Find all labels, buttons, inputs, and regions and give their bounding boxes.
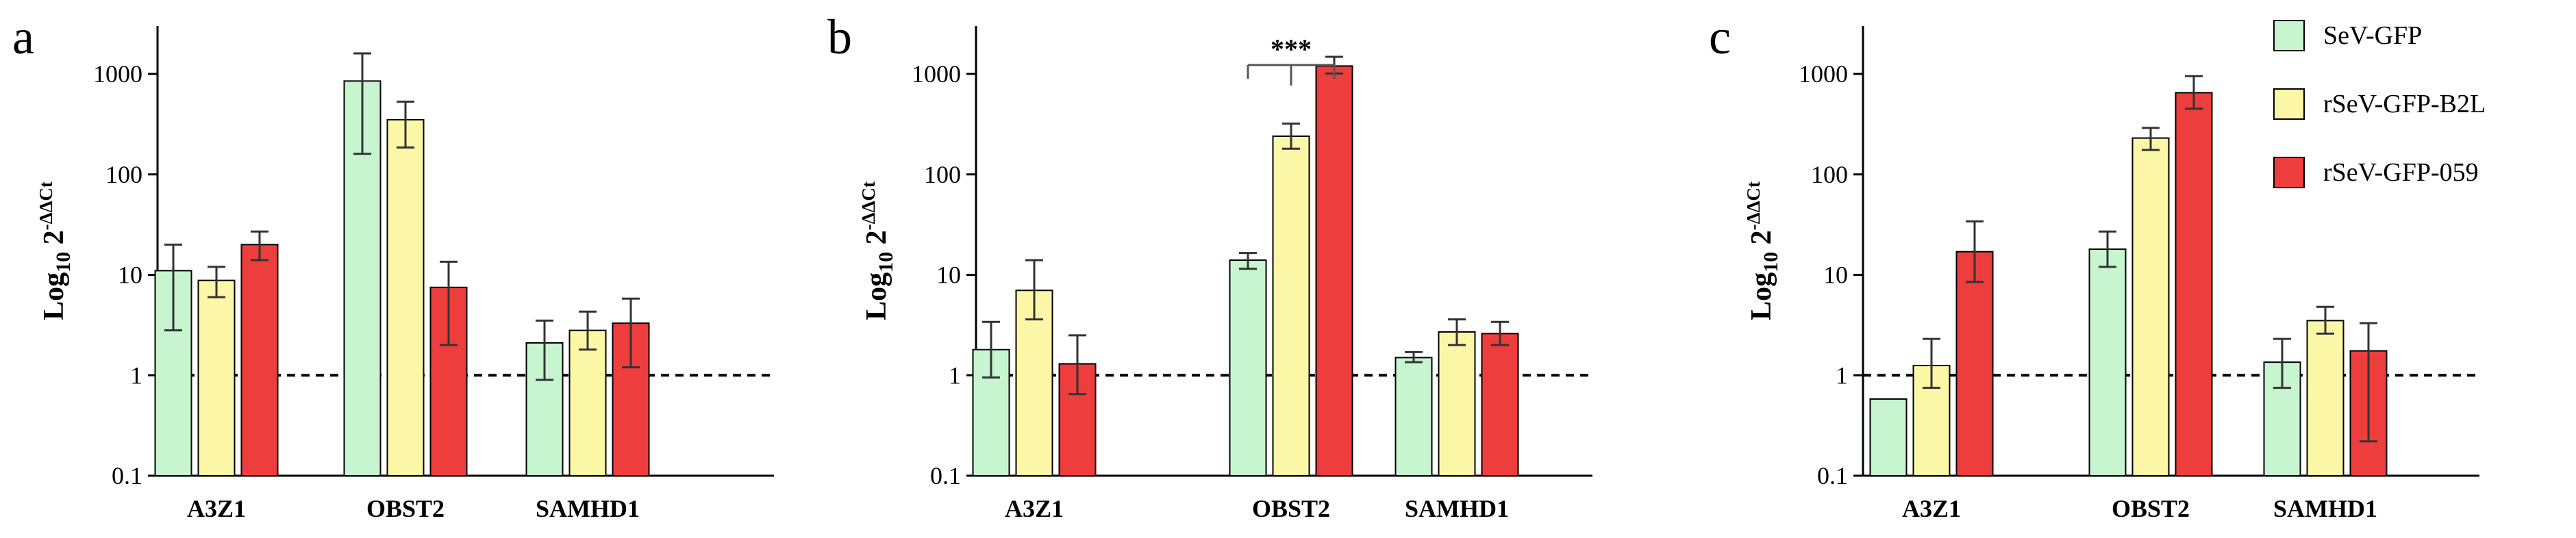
bar — [1395, 357, 1433, 476]
y-axis-label-sup: -ΔΔCt — [36, 181, 56, 230]
category-label: OBST2 — [1252, 495, 1330, 522]
y-tick-label: 0.1 — [1817, 462, 1848, 489]
y-axis-label-base: 2 — [861, 230, 892, 252]
y-axis-label-main: Log — [861, 272, 892, 320]
bar — [2306, 320, 2344, 476]
y-tick-label: 1 — [949, 361, 961, 389]
category-label: SAMHD1 — [536, 495, 640, 522]
significance-label: *** — [1271, 34, 1312, 64]
bar — [1015, 290, 1053, 476]
bar — [1272, 135, 1310, 476]
legend-label: SeV-GFP — [2323, 21, 2422, 50]
legend-label: rSeV-GFP-B2L — [2323, 90, 2486, 118]
y-tick-label: 10 — [936, 261, 961, 289]
y-tick-label: 0.1 — [112, 462, 142, 489]
legend-swatch — [2273, 88, 2305, 120]
legend-swatch — [2273, 157, 2305, 188]
bar — [1955, 251, 1994, 476]
bar — [1438, 331, 1476, 476]
y-axis-label-sup: -ΔΔCt — [858, 181, 879, 230]
category-label: A3Z1 — [187, 495, 246, 522]
category-label: OBST2 — [2112, 495, 2190, 522]
category-label: A3Z1 — [1902, 495, 1961, 522]
bar — [2131, 137, 2170, 476]
bar — [568, 329, 607, 476]
y-axis-label: Log10 2-ΔΔCt — [36, 181, 75, 320]
category-label: SAMHD1 — [2273, 495, 2377, 522]
y-tick-label: 10 — [1823, 261, 1848, 289]
y-axis-label-base: 2 — [1746, 230, 1777, 252]
y-axis-label-base: 2 — [38, 230, 70, 252]
y-tick-label: 1000 — [1799, 60, 1848, 88]
bar — [197, 279, 236, 476]
y-axis-label-sub: 10 — [52, 252, 75, 272]
bar — [1315, 65, 1353, 477]
y-axis-label-sub: 10 — [1760, 252, 1782, 272]
y-axis-label: Log10 2-ΔΔCt — [858, 181, 897, 320]
legend-swatch — [2273, 20, 2305, 51]
category-label: SAMHD1 — [1405, 495, 1509, 522]
y-tick-label: 100 — [105, 161, 142, 188]
legend: SeV-GFP rSeV-GFP-B2L rSeV-GFP-059 — [2273, 20, 2486, 188]
y-tick-label: 100 — [924, 161, 961, 188]
y-tick-label: 1000 — [912, 60, 961, 88]
panel-letter: c — [1709, 10, 1731, 64]
y-tick-label: 100 — [1811, 161, 1848, 188]
bar — [2088, 248, 2127, 476]
bar — [1869, 398, 1908, 476]
bar — [240, 244, 279, 476]
panel-letter: a — [12, 10, 34, 64]
bar — [1481, 333, 1519, 477]
y-tick-label: 1 — [1836, 361, 1848, 389]
y-axis-label-sub: 10 — [875, 252, 897, 272]
category-label: A3Z1 — [1005, 495, 1064, 522]
y-axis-label-main: Log — [1746, 272, 1777, 320]
bar — [386, 118, 425, 477]
y-axis-label-main: Log — [38, 272, 70, 320]
bar — [2175, 92, 2213, 476]
y-tick-label: 10 — [118, 261, 142, 289]
panel-letter: b — [827, 10, 852, 64]
legend-label: rSeV-GFP-059 — [2323, 158, 2479, 187]
y-axis-label-sup: -ΔΔCt — [1743, 181, 1764, 230]
y-tick-label: 0.1 — [930, 462, 961, 489]
y-tick-label: 1 — [130, 361, 142, 389]
y-tick-label: 1000 — [93, 60, 142, 88]
category-label: OBST2 — [366, 495, 445, 522]
bar — [612, 322, 650, 476]
y-axis-label: Log10 2-ΔΔCt — [1743, 181, 1782, 320]
bar — [1229, 259, 1267, 476]
